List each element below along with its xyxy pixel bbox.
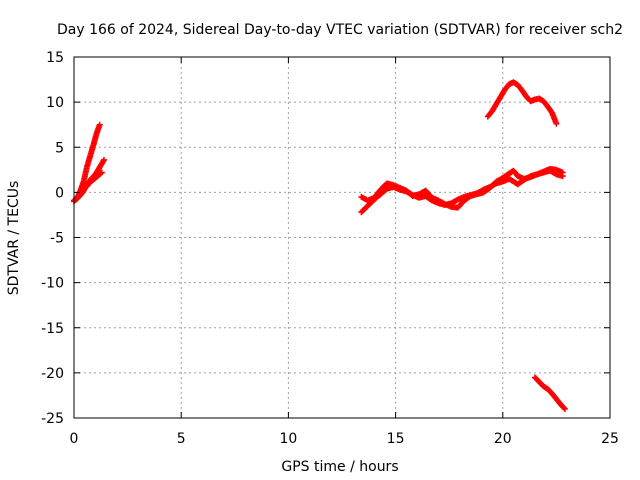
y-tick-label: -5 — [50, 231, 64, 247]
x-tick-labels: 0 5 10 15 20 25 — [70, 431, 619, 447]
data-points — [71, 79, 568, 412]
data-point — [559, 169, 566, 176]
y-tick-label: -10 — [41, 276, 64, 292]
y-tick-label: 5 — [55, 140, 64, 156]
data-point — [96, 121, 103, 128]
y-tick-label: -25 — [41, 411, 64, 427]
x-tick-label: 10 — [279, 431, 297, 447]
y-tick-label: -20 — [41, 366, 64, 382]
data-point-fill — [97, 170, 104, 177]
y-axis-label: SDTVAR / TECUs — [6, 181, 22, 296]
y-tick-label: -15 — [41, 321, 64, 337]
chart-title: Day 166 of 2024, Sidereal Day-to-day VTE… — [57, 22, 623, 38]
data-point-fill — [561, 405, 568, 412]
data-point-fill — [100, 158, 107, 165]
axis-ticks — [73, 56, 611, 419]
y-tick-label: 0 — [55, 185, 64, 201]
grid-lines — [74, 57, 610, 418]
series-track-f — [484, 79, 560, 127]
y-tick-labels: -25 -20 -15 -10 -5 0 5 10 15 — [41, 50, 64, 427]
data-point — [101, 156, 108, 163]
x-tick-label: 5 — [177, 431, 186, 447]
x-tick-label: 20 — [494, 431, 512, 447]
x-tick-label: 25 — [601, 431, 619, 447]
data-point — [98, 169, 105, 176]
x-axis-label: GPS time / hours — [281, 459, 398, 475]
y-tick-label: 15 — [46, 50, 64, 66]
series-track-e — [358, 165, 566, 211]
x-tick-label: 15 — [387, 431, 405, 447]
data-point — [561, 405, 568, 412]
x-tick-label: 0 — [70, 431, 79, 447]
series-track-c — [73, 169, 105, 203]
data-point — [553, 120, 560, 127]
series-track-g — [531, 374, 568, 412]
y-tick-label: 10 — [46, 95, 64, 111]
